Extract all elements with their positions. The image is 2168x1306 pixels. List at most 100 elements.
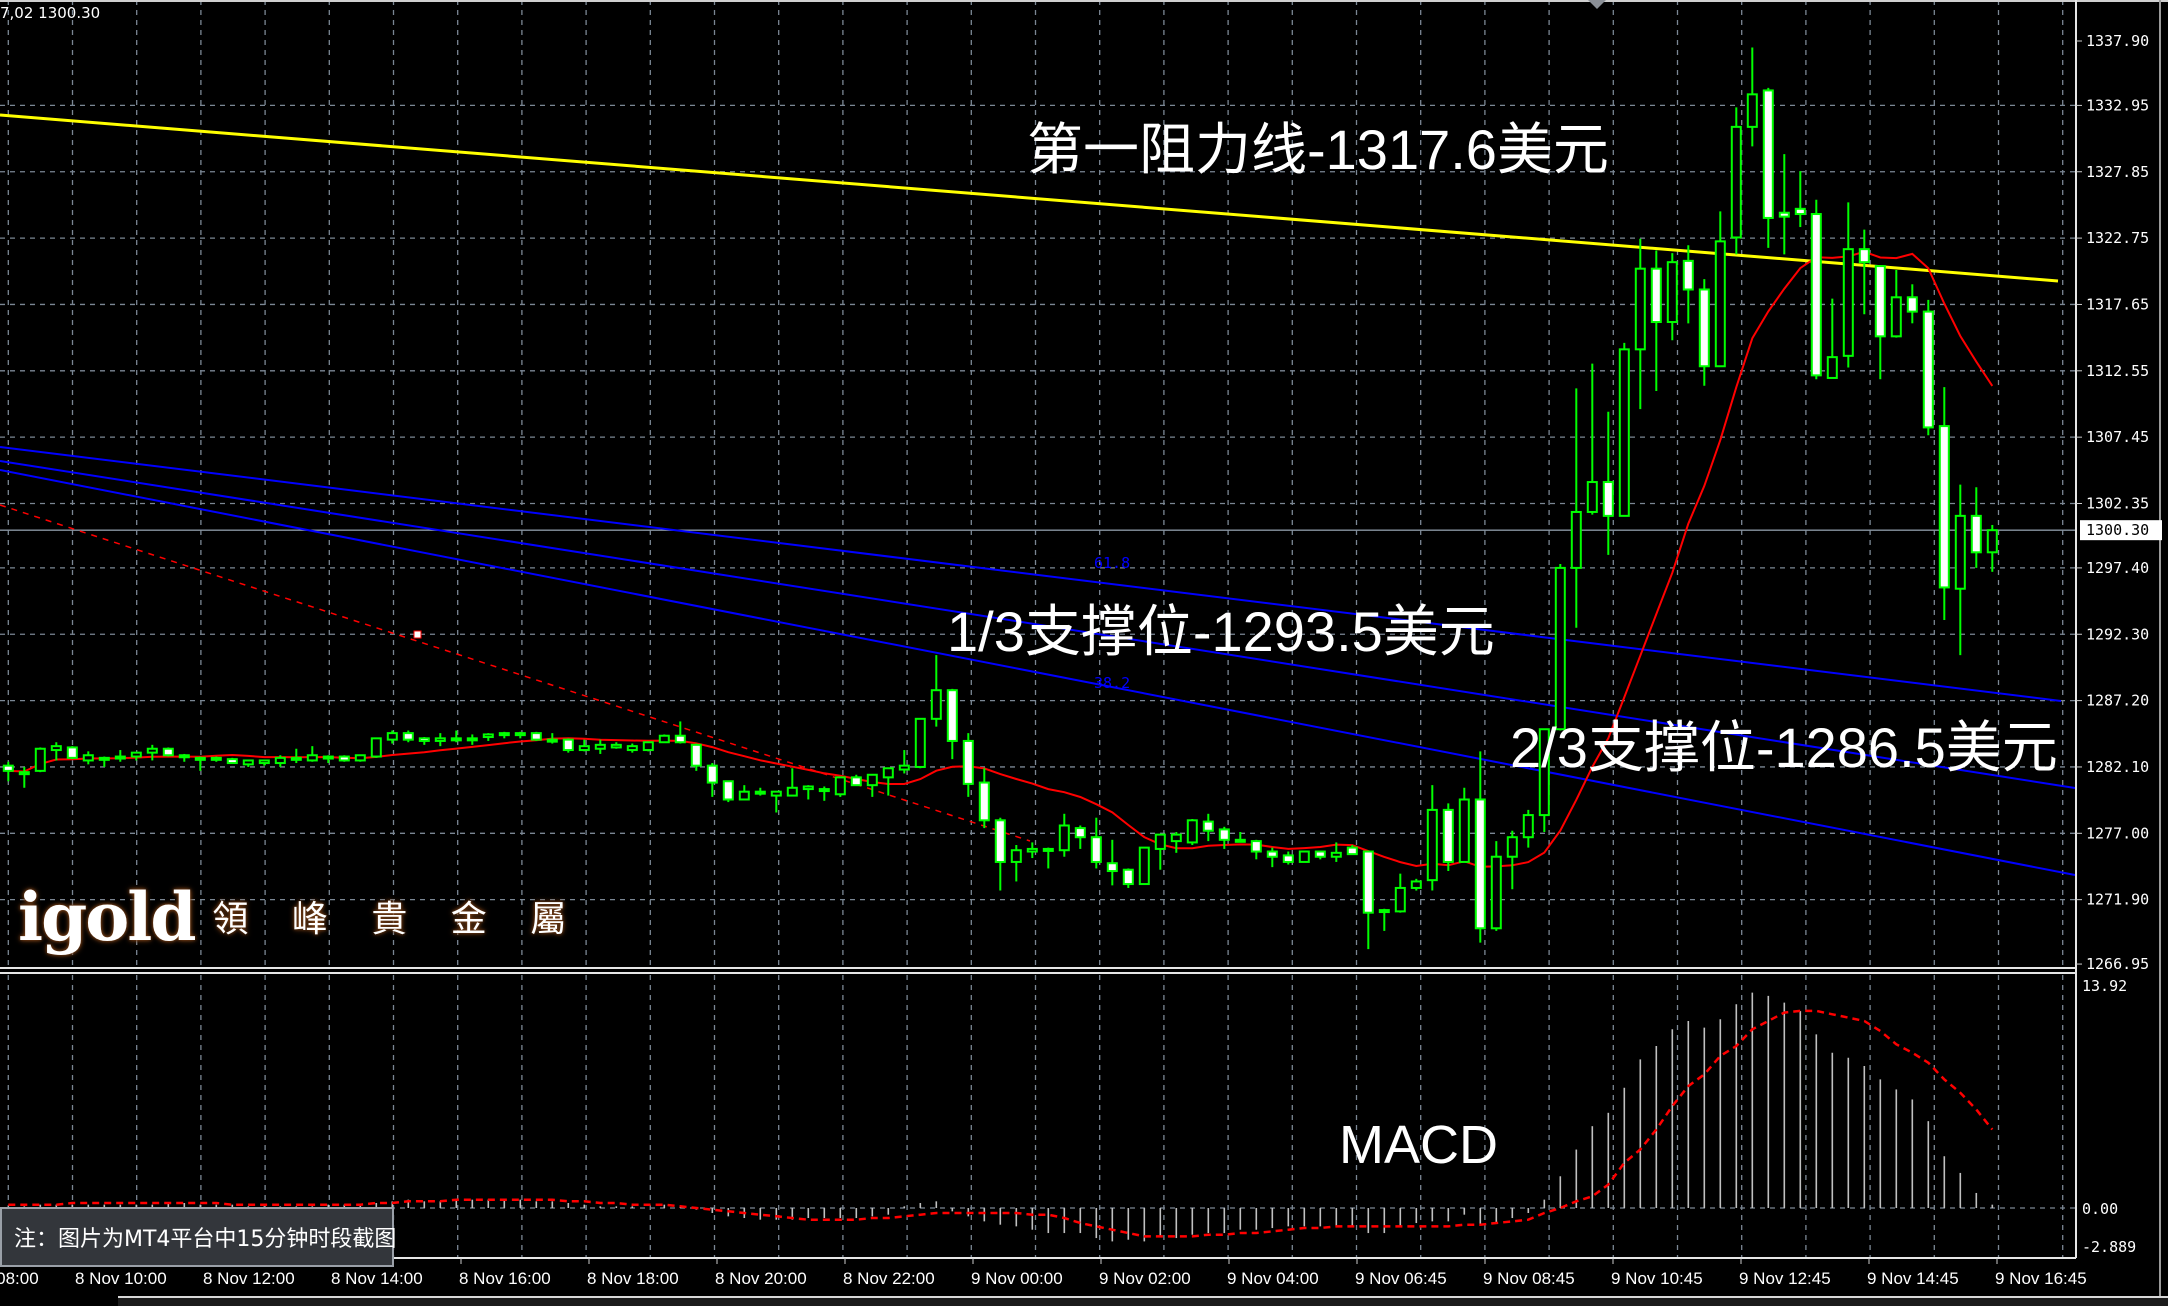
candle	[1538, 728, 1550, 833]
candle	[98, 756, 110, 767]
candle	[1058, 813, 1070, 857]
time-tick-label: 9 Nov 00:00	[971, 1269, 1063, 1288]
candle-body	[1602, 481, 1614, 517]
candle-body	[546, 738, 558, 743]
candle-body	[802, 785, 814, 791]
candle	[354, 754, 366, 762]
candle-body	[562, 738, 574, 752]
candle-body	[1938, 425, 1950, 589]
candle-body	[1378, 909, 1390, 914]
candle	[1890, 269, 1902, 338]
candle	[1746, 47, 1758, 147]
candle	[1666, 253, 1678, 341]
candle-body	[658, 734, 670, 744]
candle-body	[578, 745, 590, 752]
candle	[1506, 830, 1518, 890]
candle-body	[1106, 862, 1118, 873]
candle-body	[1458, 798, 1470, 863]
candle-body	[898, 764, 910, 771]
candle	[1570, 388, 1582, 628]
candle-body	[258, 759, 270, 765]
candle	[1778, 154, 1790, 255]
candle-body	[1234, 838, 1246, 843]
candle	[1602, 411, 1614, 555]
candle	[290, 748, 302, 764]
candle	[1218, 826, 1230, 849]
macd-panel	[7, 992, 1994, 1242]
logo-brand: igold	[18, 878, 196, 956]
candle-body	[1154, 833, 1166, 850]
macd-signal-line	[8, 1009, 1994, 1238]
candle	[1682, 245, 1694, 324]
candle-body	[1666, 261, 1678, 324]
candle-body	[1826, 356, 1838, 379]
candle-body	[530, 732, 542, 741]
candle	[34, 747, 46, 773]
candle	[978, 768, 990, 829]
candle	[546, 733, 558, 744]
candle	[594, 739, 606, 754]
candle-body	[1858, 248, 1870, 264]
price-tick-label: 1322.75	[2086, 229, 2149, 247]
price-tick-label: 1332.95	[2086, 96, 2149, 114]
candle-body	[130, 751, 142, 758]
candle-body	[1058, 824, 1070, 852]
candle	[562, 738, 574, 753]
candle	[738, 785, 750, 801]
candle	[1794, 171, 1806, 228]
candle	[1314, 850, 1326, 860]
candles	[2, 47, 1998, 950]
support-2-3-annotation: 2/3支撑位-1286.5美元	[1510, 716, 2058, 779]
candle-body	[290, 756, 302, 761]
candle	[1282, 851, 1294, 865]
bottom-scrollbar[interactable]	[118, 1296, 2168, 1306]
candle	[1650, 250, 1662, 391]
candle-body	[322, 755, 334, 760]
candle-body	[1490, 855, 1502, 930]
chart-shift-marker-icon[interactable]	[1588, 0, 1606, 9]
price-tick-label: 1277.00	[2086, 824, 2149, 842]
candle-body	[1986, 529, 1998, 554]
candle	[1522, 809, 1534, 848]
candle	[450, 730, 462, 743]
candle	[1826, 298, 1838, 379]
candle-body	[514, 732, 526, 737]
candle	[386, 730, 398, 744]
candle	[1842, 202, 1854, 368]
candle-body	[626, 745, 638, 752]
candle-body	[50, 745, 62, 752]
candle-body	[1186, 819, 1198, 844]
candle	[370, 737, 382, 758]
candle	[882, 767, 894, 796]
candle-body	[1170, 833, 1182, 843]
candle	[514, 731, 526, 739]
candle	[418, 737, 430, 745]
macd-tick-label: 13.92	[2082, 977, 2127, 995]
candle-body	[994, 819, 1006, 863]
candle-body	[1394, 886, 1406, 913]
price-tick-label: 1337.90	[2086, 32, 2149, 50]
candle	[834, 776, 846, 797]
candle	[1490, 841, 1502, 931]
candle	[1026, 842, 1038, 859]
candle-body	[1426, 808, 1438, 882]
current-price-label: 1300.30	[2086, 521, 2149, 539]
candle-body	[706, 764, 718, 784]
candle	[1266, 847, 1278, 868]
time-tick-label: 8 Nov 16:00	[459, 1269, 551, 1288]
price-tick-label: 1307.45	[2086, 428, 2149, 446]
support-1-3-annotation: 1/3支撑位-1293.5美元	[947, 600, 1495, 663]
candle-body	[930, 689, 942, 720]
candle-body	[754, 790, 766, 795]
candle	[530, 731, 542, 741]
candle-body	[306, 754, 318, 762]
candle	[1090, 817, 1102, 869]
time-tick-label: 9 Nov 14:45	[1867, 1269, 1959, 1288]
candle-body	[1554, 566, 1566, 731]
candle	[1458, 787, 1470, 863]
candle-body	[1586, 481, 1598, 513]
candle	[434, 733, 446, 747]
time-tick-label: 9 Nov 16:45	[1995, 1269, 2087, 1288]
